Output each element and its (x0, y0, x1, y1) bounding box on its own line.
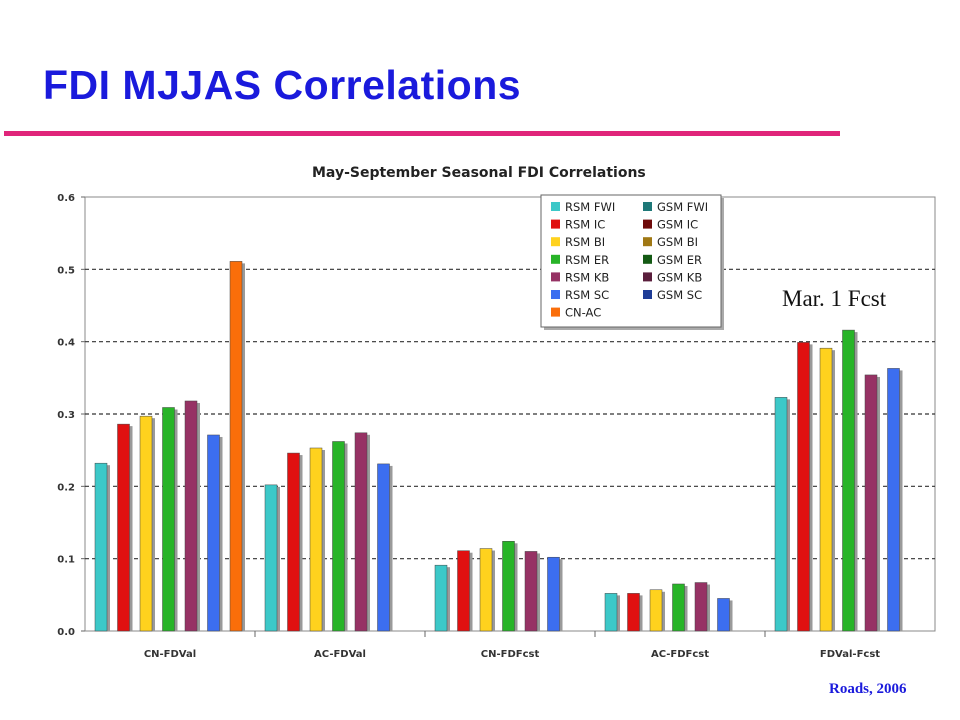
bar (139, 415, 153, 632)
bar (604, 593, 618, 632)
y-tick-label: 0.1 (57, 555, 75, 566)
slide-title: FDI MJJAS Correlations (43, 62, 522, 108)
legend-label: GSM BI (657, 235, 698, 249)
forecast-annotation: Mar. 1 Fcst (779, 286, 890, 312)
bar (264, 484, 278, 632)
bar (717, 598, 730, 632)
legend-label: GSM ER (657, 253, 702, 267)
bar (184, 400, 198, 632)
bar (672, 583, 685, 632)
bar (774, 397, 788, 632)
bar (309, 447, 323, 632)
bar (819, 347, 833, 632)
legend-swatch (643, 237, 652, 247)
legend-label: RSM SC (565, 288, 609, 302)
bar (649, 589, 663, 632)
bar (627, 593, 640, 632)
legend-label: GSM SC (657, 288, 702, 302)
legend-swatch (551, 254, 560, 264)
title-divider (4, 131, 840, 136)
legend (540, 194, 722, 328)
bar (287, 452, 300, 632)
legend-swatch (643, 254, 652, 264)
x-tick-label: FDVal-Fcst (820, 649, 880, 660)
legend-swatch (643, 272, 652, 282)
bar (207, 434, 220, 632)
legend-swatch (551, 272, 560, 282)
x-tick-label: AC-FDFcst (651, 649, 709, 660)
legend-swatch (551, 219, 560, 229)
credit-text: Roads, 2006 (829, 681, 907, 697)
bar (797, 342, 810, 632)
y-tick-label: 0.5 (57, 265, 75, 276)
chart-title: May-September Seasonal FDI Correlations (312, 165, 646, 181)
bar (479, 548, 493, 632)
bar (887, 368, 900, 632)
y-tick-label: 0.3 (57, 410, 75, 421)
bar (332, 441, 345, 632)
legend-swatch (643, 219, 652, 229)
legend-label: GSM FWI (657, 200, 708, 214)
legend-swatch (643, 290, 652, 299)
bar (524, 551, 538, 632)
y-tick-label: 0.0 (57, 627, 75, 638)
x-tick-label: CN-FDFcst (481, 649, 540, 660)
y-tick-label: 0.4 (57, 338, 75, 349)
legend-swatch (551, 290, 560, 299)
bar (864, 374, 878, 632)
bar (434, 564, 448, 632)
legend-label: RSM KB (565, 270, 609, 284)
bar (117, 423, 130, 632)
bar (842, 329, 855, 632)
legend-swatch (551, 307, 560, 317)
legend-label: RSM BI (565, 235, 605, 249)
legend-swatch (551, 237, 560, 247)
bar (694, 582, 708, 632)
bar (229, 261, 243, 632)
bar (377, 463, 390, 632)
y-tick-label: 0.6 (57, 193, 75, 204)
y-tick-label: 0.2 (57, 482, 75, 493)
bar (162, 407, 175, 632)
legend-label: GSM IC (657, 218, 698, 232)
legend-label: CN-AC (565, 306, 601, 320)
x-tick-label: CN-FDVal (144, 649, 196, 660)
legend-swatch (643, 202, 652, 211)
x-tick-label: AC-FDVal (314, 649, 366, 660)
bar (94, 462, 108, 632)
bar (354, 432, 368, 632)
bar (502, 541, 515, 632)
bar (457, 550, 470, 632)
legend-swatch (551, 202, 560, 211)
legend-label: RSM IC (565, 218, 605, 232)
bar (547, 556, 560, 632)
legend-label: RSM ER (565, 253, 609, 267)
legend-label: GSM KB (657, 270, 702, 284)
legend-label: RSM FWI (565, 200, 615, 214)
